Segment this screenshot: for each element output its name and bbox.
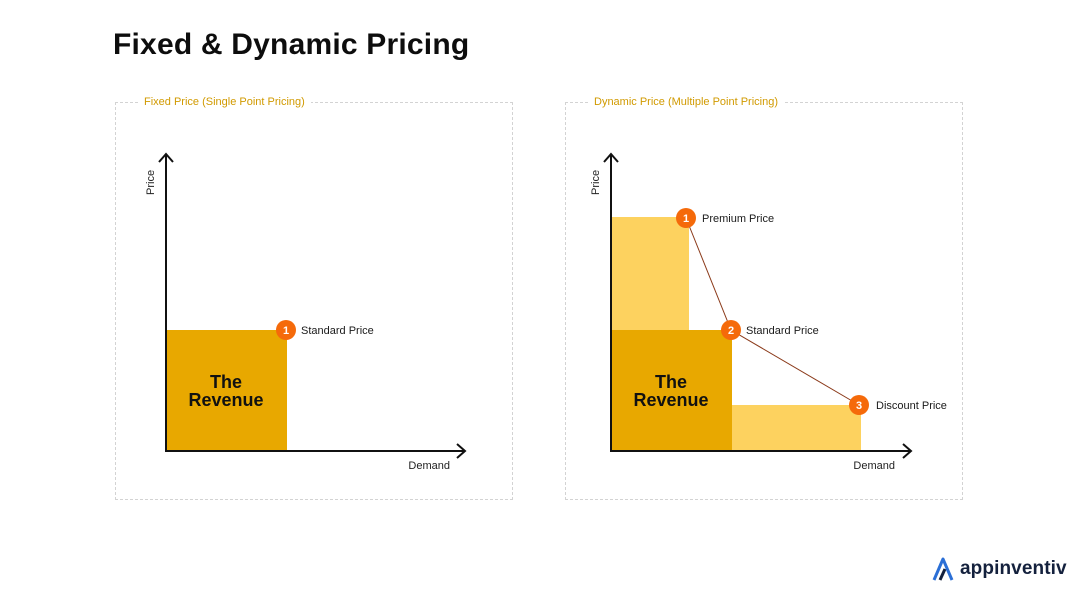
dynamic-revenue-label-line2: Revenue <box>633 390 708 410</box>
discount-revenue-area <box>731 405 861 451</box>
page-title: Fixed & Dynamic Pricing <box>113 28 470 61</box>
fixed-point-1-label: Standard Price <box>301 325 374 337</box>
fixed-pricing-panel: Fixed Price (Single Point Pricing) Price… <box>115 95 513 500</box>
logo-text: appinventiv <box>960 558 1067 579</box>
dynamic-point-1-badge <box>676 208 696 228</box>
dynamic-point-3-badge <box>849 395 869 415</box>
fixed-revenue-label-line2: Revenue <box>188 390 263 410</box>
fixed-point-1-badge <box>276 320 296 340</box>
fixed-panel-legend: Fixed Price (Single Point Pricing) <box>138 95 311 109</box>
dynamic-point-2-badge <box>721 320 741 340</box>
appinventiv-logo-icon <box>932 557 954 581</box>
dynamic-point-2-number: 2 <box>728 325 734 337</box>
dynamic-revenue-area <box>611 330 732 451</box>
dynamic-y-axis-label: Price <box>590 170 602 195</box>
dynamic-revenue-label-line1: The <box>655 372 687 392</box>
dynamic-point-3-label: Discount Price <box>876 400 947 412</box>
dynamic-point-1-label: Premium Price <box>702 213 774 225</box>
fixed-revenue-label-line1: The <box>210 372 242 392</box>
fixed-pricing-chart: Price Demand The Revenue 1 Standard Pric… <box>145 152 467 472</box>
fixed-point-1-number: 1 <box>283 325 289 337</box>
dynamic-x-axis-arrow <box>902 443 913 459</box>
fixed-y-axis-label: Price <box>145 170 157 195</box>
appinventiv-logo: appinventiv <box>931 556 1067 582</box>
dynamic-pricing-panel: Dynamic Price (Multiple Point Pricing) P… <box>565 95 963 500</box>
dynamic-point-1-number: 1 <box>683 213 689 225</box>
dynamic-panel-legend: Dynamic Price (Multiple Point Pricing) <box>588 95 784 109</box>
dynamic-pricing-chart: Price Demand The Revenue 1 Premium Price… <box>590 152 947 472</box>
dynamic-y-axis-arrow <box>603 152 619 163</box>
fixed-revenue-area <box>166 330 287 451</box>
dynamic-point-3-number: 3 <box>856 400 862 412</box>
fixed-x-axis-label: Demand <box>408 460 450 472</box>
fixed-y-axis-arrow <box>158 152 174 163</box>
dynamic-x-axis-label: Demand <box>853 460 895 472</box>
fixed-x-axis-arrow <box>456 443 467 459</box>
dynamic-point-2-label: Standard Price <box>746 325 819 337</box>
